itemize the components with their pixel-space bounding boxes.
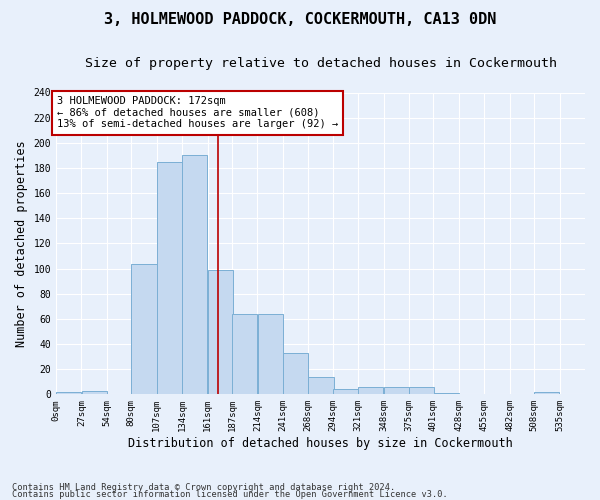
X-axis label: Distribution of detached houses by size in Cockermouth: Distribution of detached houses by size … [128, 437, 513, 450]
Bar [358, 387, 383, 394]
Bar [232, 314, 257, 394]
Y-axis label: Number of detached properties: Number of detached properties [15, 140, 28, 346]
Bar [333, 390, 358, 394]
Bar [308, 376, 334, 394]
Text: 3, HOLMEWOOD PADDOCK, COCKERMOUTH, CA13 0DN: 3, HOLMEWOOD PADDOCK, COCKERMOUTH, CA13 … [104, 12, 496, 28]
Bar [257, 314, 283, 394]
Bar [535, 392, 559, 394]
Text: Contains public sector information licensed under the Open Government Licence v3: Contains public sector information licen… [12, 490, 448, 499]
Text: 3 HOLMEWOOD PADDOCK: 172sqm
← 86% of detached houses are smaller (608)
13% of se: 3 HOLMEWOOD PADDOCK: 172sqm ← 86% of det… [57, 96, 338, 130]
Bar [56, 392, 82, 394]
Bar [131, 264, 157, 394]
Bar [82, 390, 107, 394]
Bar [182, 156, 208, 394]
Title: Size of property relative to detached houses in Cockermouth: Size of property relative to detached ho… [85, 58, 557, 70]
Text: Contains HM Land Registry data © Crown copyright and database right 2024.: Contains HM Land Registry data © Crown c… [12, 484, 395, 492]
Bar [384, 387, 409, 394]
Bar [208, 270, 233, 394]
Bar [157, 162, 182, 394]
Bar [434, 393, 459, 394]
Bar [283, 353, 308, 395]
Bar [409, 387, 434, 394]
